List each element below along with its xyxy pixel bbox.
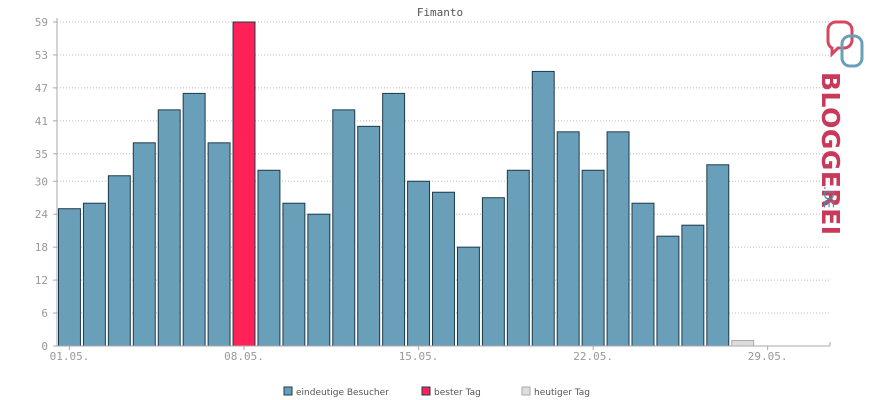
legend-swatch-best — [421, 386, 431, 396]
bar — [58, 208, 81, 347]
bar — [531, 70, 555, 347]
bar — [556, 131, 580, 347]
bar — [182, 92, 206, 347]
speech-bubbles-icon — [826, 20, 864, 68]
bloggerei-logo: BLOGGEREI .DE — [816, 20, 864, 236]
x-tick-label: 01.05. — [50, 350, 90, 363]
legend-label-visitors: eindeutige Besucher — [296, 388, 389, 398]
bar — [706, 164, 730, 347]
bar — [581, 169, 605, 347]
bar — [432, 191, 455, 347]
bar — [506, 169, 530, 347]
legend: eindeutige Besucher bester Tag heutiger Ta… — [283, 386, 590, 398]
x-tick-label: 15.05. — [399, 350, 439, 363]
y-tick-label: 24 — [35, 208, 49, 221]
bar — [357, 125, 381, 347]
bar — [681, 224, 705, 347]
bar — [656, 235, 680, 347]
bar — [456, 246, 480, 347]
y-tick-label: 18 — [35, 241, 48, 254]
x-tick-label: 29.05. — [748, 350, 788, 363]
bar — [481, 197, 505, 347]
bar — [382, 92, 406, 347]
bar — [257, 169, 281, 347]
bars — [58, 21, 755, 347]
bar — [82, 202, 106, 347]
bar — [282, 202, 306, 347]
bar — [157, 109, 181, 347]
y-tick-label: 0 — [41, 340, 48, 353]
y-tick-label: 59 — [35, 16, 48, 29]
logo-text: BLOGGEREI — [816, 72, 845, 236]
bar-today — [731, 340, 755, 347]
legend-swatch-visitors — [283, 386, 293, 396]
bar — [132, 142, 156, 347]
y-tick-label: 47 — [35, 82, 48, 95]
legend-label-today: heutiger Tag — [534, 388, 590, 398]
x-axis-ticks: 01.05. 08.05. 15.05. 22.05. 29.05. — [50, 346, 788, 363]
bar — [332, 109, 356, 347]
y-tick-label: 35 — [35, 148, 48, 161]
bar — [207, 142, 231, 347]
chart-title: Fimanto — [417, 6, 463, 19]
x-tick-label: 22.05. — [573, 350, 613, 363]
y-tick-label: 12 — [35, 274, 48, 287]
axes — [56, 18, 831, 347]
y-tick-label: 53 — [35, 49, 48, 62]
bar — [407, 180, 431, 347]
bar — [107, 175, 131, 347]
x-tick-label: 08.05. — [224, 350, 264, 363]
y-tick-label: 30 — [35, 175, 48, 188]
y-tick-label: 41 — [35, 115, 48, 128]
bar — [631, 202, 655, 347]
legend-swatch-today — [521, 386, 531, 396]
y-tick-label: 6 — [41, 307, 48, 320]
logo-suffix: .DE — [820, 186, 835, 208]
bar — [307, 213, 331, 347]
y-axis-ticks: 0 6 12 18 24 30 35 41 47 53 59 — [35, 16, 57, 353]
legend-label-best: bester Tag — [434, 388, 481, 398]
bar — [606, 131, 630, 347]
bar-best-day — [232, 21, 256, 347]
